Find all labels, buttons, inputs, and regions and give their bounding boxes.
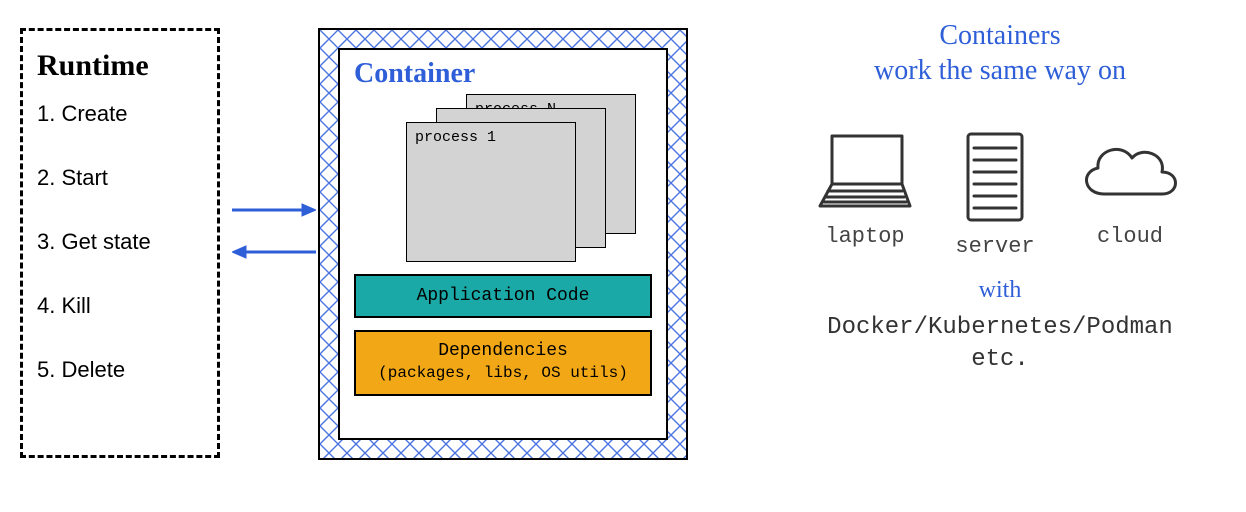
runtime-item: 4. Kill — [37, 293, 203, 319]
container-inner: Container process N ... process 1 Applic… — [338, 48, 668, 440]
arrow-left-icon — [232, 242, 316, 262]
bottom-caption: Docker/Kubernetes/Podman etc. — [760, 312, 1240, 377]
cloud-col: cloud — [1070, 128, 1190, 259]
laptop-col: laptop — [810, 128, 920, 259]
cloud-label: cloud — [1097, 224, 1163, 249]
process-card-front: process 1 — [406, 122, 576, 262]
server-col: server — [950, 128, 1040, 259]
app-code-block: Application Code — [354, 274, 652, 318]
process-label: process 1 — [415, 129, 496, 146]
server-label: server — [955, 234, 1034, 259]
app-code-label: Application Code — [417, 286, 590, 306]
server-icon — [950, 128, 1040, 228]
environments-row: laptop server cl — [760, 128, 1240, 259]
runtime-item: 5. Delete — [37, 357, 203, 383]
deps-title: Dependencies — [364, 340, 642, 363]
cloud-icon — [1070, 128, 1190, 218]
bottom-line2: etc. — [971, 346, 1029, 373]
runtime-item: 2. Start — [37, 165, 203, 191]
caption-top: Containers work the same way on — [760, 18, 1240, 88]
runtime-item: 1. Create — [37, 101, 203, 127]
caption-line1: Containers — [939, 20, 1060, 51]
caption-line2: work the same way on — [874, 55, 1126, 86]
dependencies-block: Dependencies (packages, libs, OS utils) — [354, 330, 652, 396]
runtime-title: Runtime — [37, 49, 203, 83]
arrow-right-icon — [232, 200, 316, 220]
bottom-line1: Docker/Kubernetes/Podman — [827, 314, 1173, 341]
laptop-icon — [810, 128, 920, 218]
right-panel: Containers work the same way on laptop — [760, 18, 1240, 377]
runtime-item: 3. Get state — [37, 229, 203, 255]
laptop-label: laptop — [825, 224, 904, 249]
runtime-list: 1. Create 2. Start 3. Get state 4. Kill … — [37, 101, 203, 383]
runtime-panel: Runtime 1. Create 2. Start 3. Get state … — [20, 28, 220, 458]
container-title: Container — [354, 58, 652, 90]
container-panel: Container process N ... process 1 Applic… — [318, 28, 688, 460]
with-label: with — [760, 277, 1240, 304]
deps-subtitle: (packages, libs, OS utils) — [364, 363, 642, 384]
process-stack: process N ... process 1 — [354, 94, 652, 266]
